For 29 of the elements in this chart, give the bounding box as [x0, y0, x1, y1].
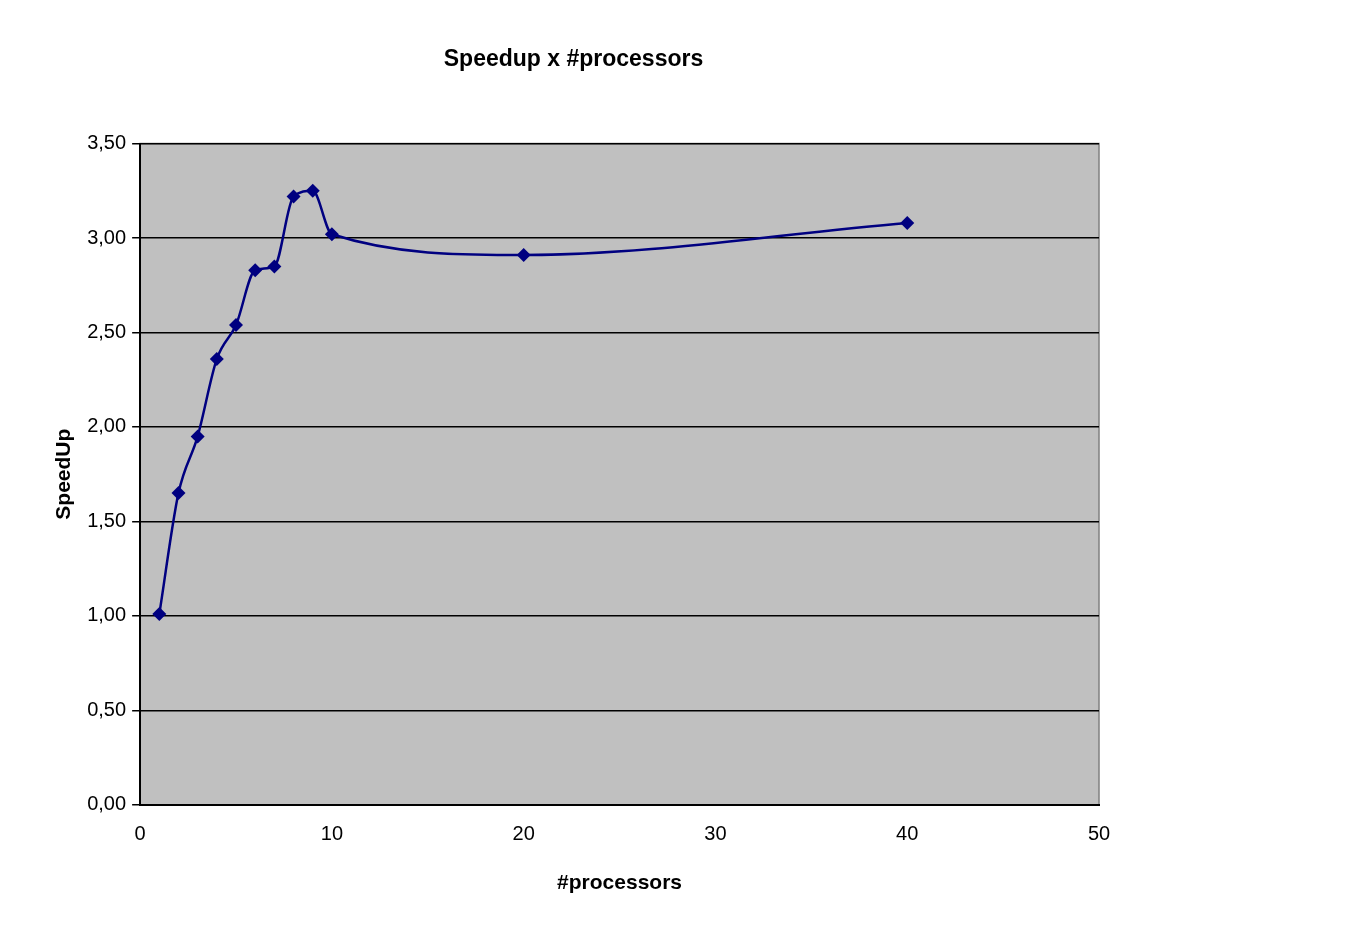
point: [229, 317, 244, 332]
x-tick-label: 40: [896, 822, 919, 845]
point: [305, 183, 320, 198]
point: [209, 351, 224, 366]
y-axis-title: SpeedUp: [51, 428, 75, 520]
y-tick-label: 1,50: [87, 508, 127, 531]
chart-title: Speedup x #processors: [443, 45, 704, 72]
y-tick-label: 2,50: [87, 320, 127, 343]
x-tick-label: 20: [512, 822, 535, 845]
y-tick-label: 2,00: [87, 414, 127, 437]
point: [190, 429, 205, 444]
point: [267, 259, 282, 274]
y-tick-label: 0,50: [87, 697, 127, 720]
point: [152, 607, 167, 621]
y-tick-label: 0,00: [87, 792, 127, 815]
x-tick-label: 10: [320, 822, 344, 845]
point: [900, 215, 915, 230]
point: [286, 189, 301, 204]
x-tick-label: 30: [704, 822, 727, 845]
y-tick-label: 1,00: [87, 603, 127, 626]
point: [248, 263, 263, 278]
point: [324, 227, 339, 242]
x-tick-label: 50: [1087, 822, 1111, 845]
x-tick-label: 0: [134, 822, 146, 845]
point: [171, 486, 186, 501]
y-tick-label: 3,00: [87, 225, 127, 248]
x-axis-title: #processors: [557, 870, 683, 894]
y-tick-label: 3,50: [87, 131, 127, 154]
point: [516, 248, 531, 263]
